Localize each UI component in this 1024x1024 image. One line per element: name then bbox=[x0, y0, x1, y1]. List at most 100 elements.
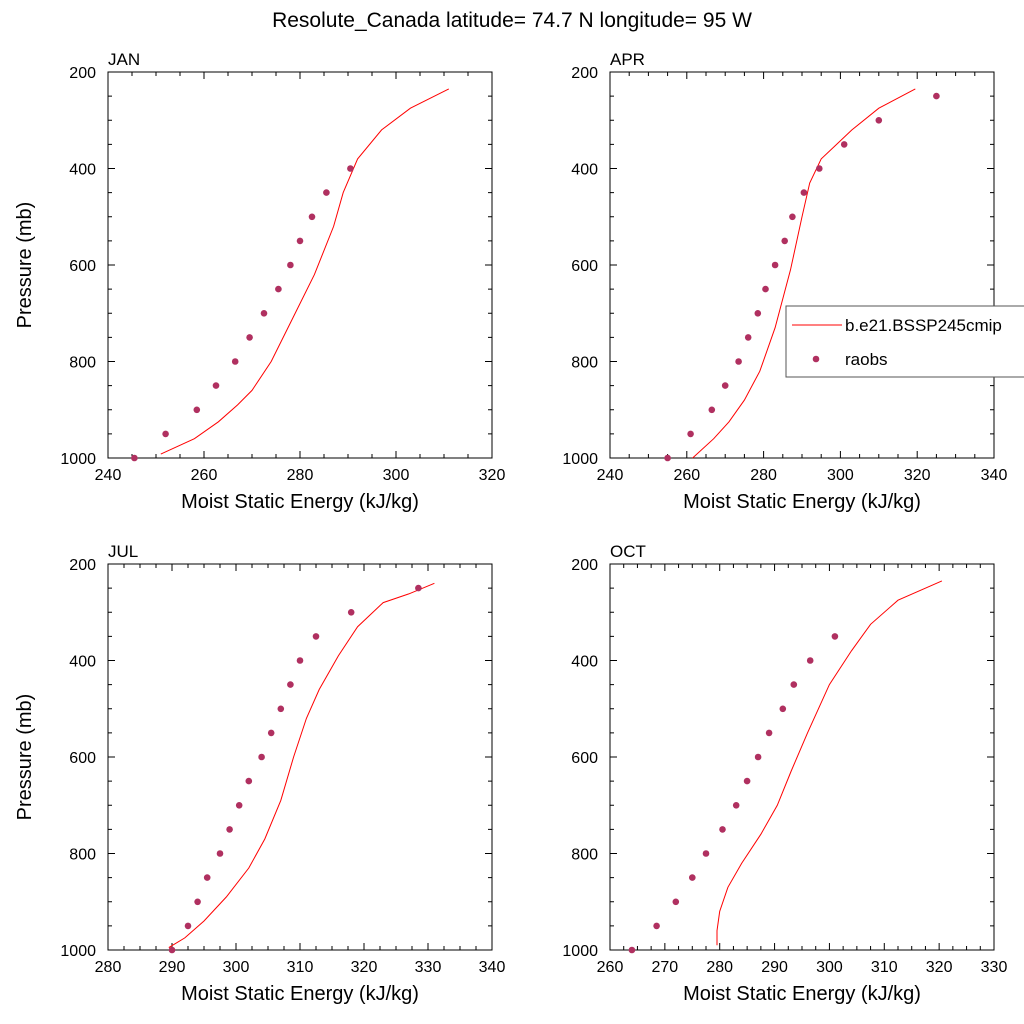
y-tick-label-oct: 200 bbox=[571, 557, 598, 574]
model-line-apr bbox=[692, 88, 916, 459]
x-tick-label-oct: 260 bbox=[597, 959, 624, 976]
model-line-jan bbox=[160, 88, 450, 455]
legend: b.e21.BSSP245cmip raobs bbox=[785, 305, 1024, 378]
obs-point-jan bbox=[323, 189, 330, 196]
y-tick-label-apr: 600 bbox=[571, 258, 598, 275]
x-tick-label-oct: 330 bbox=[981, 959, 1008, 976]
obs-point-oct bbox=[806, 657, 814, 664]
obs-point-jul bbox=[235, 802, 243, 809]
x-axis-label-apr: Moist Static Energy (kJ/kg) bbox=[683, 491, 921, 513]
obs-point-oct bbox=[743, 777, 751, 785]
obs-point-jul bbox=[347, 609, 355, 616]
x-tick-label-oct: 310 bbox=[871, 959, 898, 976]
obs-point-oct bbox=[790, 681, 798, 688]
y-tick-label-jan: 600 bbox=[69, 258, 96, 275]
obs-point-jul bbox=[415, 584, 422, 592]
panel-apr: APR 240 260 280 300 320 340 200 400 600 800 1000 Moi… bbox=[562, 50, 1007, 513]
obs-point-jan bbox=[308, 213, 316, 221]
obs-point-apr bbox=[754, 310, 762, 317]
y-tick-label-jul: 200 bbox=[69, 557, 96, 574]
x-tick-label-apr: 260 bbox=[673, 467, 700, 484]
obs-point-apr bbox=[708, 406, 716, 414]
x-tick-label-jan: 300 bbox=[383, 467, 410, 484]
obs-point-jan bbox=[260, 310, 268, 317]
obs-point-jul bbox=[216, 850, 224, 857]
obs-point-jul bbox=[168, 946, 176, 954]
x-tick-label-apr: 240 bbox=[597, 467, 624, 484]
x-tick-label-oct: 300 bbox=[816, 959, 843, 976]
x-tick-label-apr: 320 bbox=[904, 467, 931, 484]
x-axis-label-oct: Moist Static Energy (kJ/kg) bbox=[683, 983, 921, 1005]
x-tick-label-oct: 290 bbox=[761, 959, 788, 976]
obs-point-jan bbox=[275, 285, 282, 293]
x-tick-label-jul: 340 bbox=[479, 959, 506, 976]
obs-point-jul bbox=[226, 826, 233, 833]
obs-point-jan bbox=[246, 334, 253, 341]
x-tick-label-jul: 280 bbox=[95, 959, 122, 976]
y-tick-label-jan: 1000 bbox=[60, 451, 96, 468]
legend-obs-marker bbox=[812, 355, 820, 363]
obs-point-jan bbox=[212, 382, 220, 389]
panel-oct: OCT 260 270 280 290 300 310 320 330 200 400 600 800 1… bbox=[562, 542, 1007, 1005]
obs-point-apr bbox=[789, 213, 796, 221]
figure-title: Resolute_Canada latitude= 74.7 N longitu… bbox=[272, 9, 752, 32]
model-line-oct bbox=[716, 580, 943, 946]
y-tick-label-apr: 400 bbox=[571, 162, 598, 179]
y-tick-label-oct: 1000 bbox=[562, 943, 598, 960]
y-tick-label-jan: 200 bbox=[69, 65, 96, 82]
panel-jul: JUL 280 290 300 310 320 330 340 200 400 600 800 1000… bbox=[14, 542, 505, 1005]
y-tick-label-jul: 800 bbox=[69, 847, 96, 864]
obs-point-oct bbox=[653, 922, 660, 930]
panels: JAN 240 260 280 300 320 200 400 600 800 1000 Moist … bbox=[14, 50, 1007, 1005]
x-tick-label-oct: 270 bbox=[652, 959, 679, 976]
obs-point-apr bbox=[771, 261, 779, 269]
obs-point-jan bbox=[193, 406, 201, 414]
obs-point-jan bbox=[296, 237, 304, 245]
obs-point-oct bbox=[672, 898, 680, 906]
obs-point-jul bbox=[312, 633, 320, 640]
obs-point-oct bbox=[732, 802, 740, 809]
obs-point-jan bbox=[131, 454, 138, 462]
y-tick-label-apr: 200 bbox=[571, 65, 598, 82]
panel-title-apr: APR bbox=[610, 50, 645, 69]
x-axis-label-jan: Moist Static Energy (kJ/kg) bbox=[181, 491, 419, 513]
obs-point-jul bbox=[296, 657, 304, 664]
obs-point-jul bbox=[194, 898, 201, 906]
y-tick-label-jul: 600 bbox=[69, 750, 96, 767]
obs-point-apr bbox=[875, 117, 883, 124]
x-tick-label-jul: 290 bbox=[159, 959, 186, 976]
legend-model-label: b.e21.BSSP245cmip bbox=[845, 316, 1002, 335]
x-tick-label-jul: 310 bbox=[287, 959, 314, 976]
x-tick-label-jan: 260 bbox=[191, 467, 218, 484]
obs-point-jul bbox=[267, 729, 275, 737]
obs-point-apr bbox=[762, 285, 769, 293]
plot-frame-jan bbox=[107, 71, 493, 459]
obs-point-oct bbox=[831, 633, 839, 640]
x-tick-label-oct: 320 bbox=[926, 959, 953, 976]
x-tick-label-apr: 280 bbox=[750, 467, 777, 484]
obs-point-oct bbox=[719, 826, 726, 833]
y-tick-label-jan: 400 bbox=[69, 162, 96, 179]
obs-point-oct bbox=[628, 946, 636, 954]
x-tick-label-jul: 300 bbox=[223, 959, 250, 976]
obs-point-jan bbox=[162, 430, 169, 438]
y-tick-label-oct: 600 bbox=[571, 750, 598, 767]
y-tick-label-jan: 800 bbox=[69, 355, 96, 372]
obs-point-jan bbox=[287, 261, 294, 269]
obs-point-oct bbox=[754, 753, 762, 761]
y-tick-label-jul: 1000 bbox=[60, 943, 96, 960]
obs-point-oct bbox=[689, 874, 696, 881]
obs-point-apr bbox=[664, 454, 671, 462]
obs-point-apr bbox=[735, 358, 742, 365]
obs-point-jul bbox=[277, 705, 285, 713]
panel-title-oct: OCT bbox=[610, 542, 646, 561]
obs-point-jan bbox=[347, 165, 354, 172]
obs-point-jul bbox=[245, 777, 253, 785]
obs-point-apr bbox=[687, 430, 694, 438]
legend-obs-label: raobs bbox=[845, 350, 888, 369]
obs-point-jul bbox=[184, 922, 192, 930]
x-axis-label-jul: Moist Static Energy (kJ/kg) bbox=[181, 983, 419, 1005]
panel-jan: JAN 240 260 280 300 320 200 400 600 800 1000 Moist … bbox=[14, 50, 505, 513]
obs-point-oct bbox=[702, 850, 710, 857]
